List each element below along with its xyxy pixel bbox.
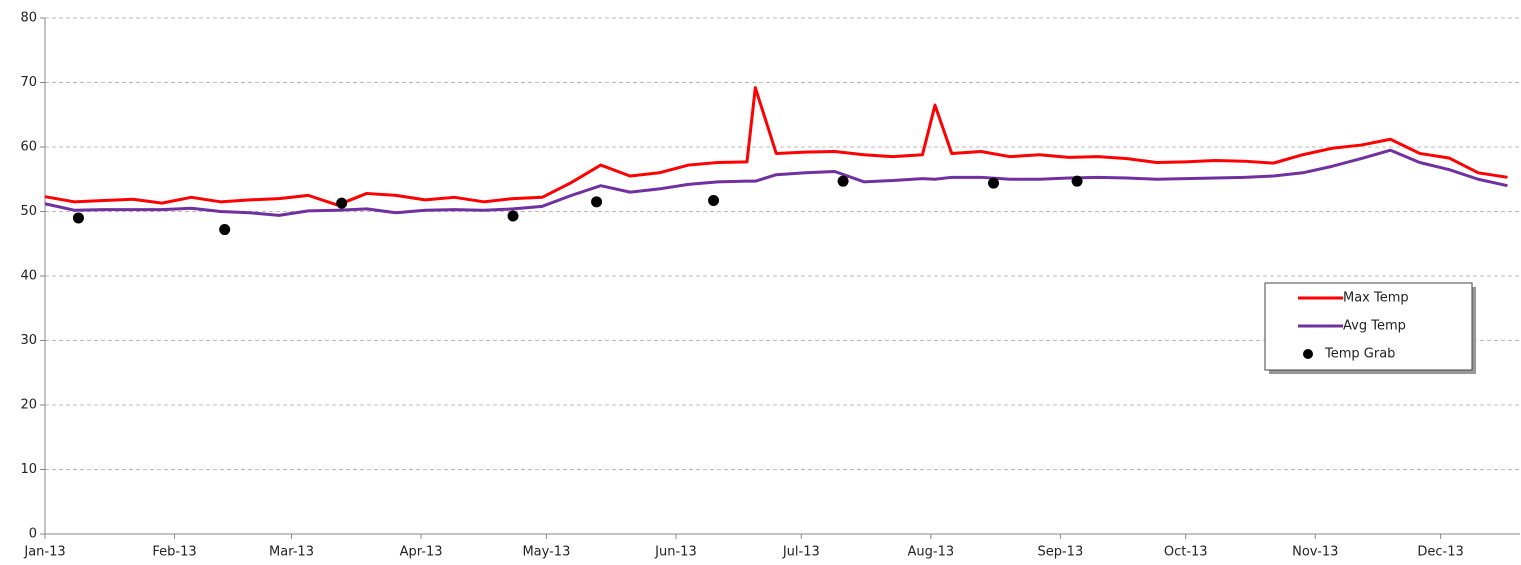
scatter-point [336,197,348,209]
x-tick-label: Oct-13 [1164,545,1208,560]
x-tick-label: Feb-13 [152,545,196,560]
legend-label: Temp Grab [1324,347,1395,362]
x-tick-label: May-13 [522,545,570,560]
y-tick-label: 20 [20,398,37,413]
y-tick-label: 80 [20,11,37,26]
legend-label: Avg Temp [1343,319,1406,334]
x-tick-label: Sep-13 [1037,545,1083,560]
y-tick-label: 60 [20,140,37,155]
scatter-point [219,224,231,236]
x-tick-label: Jan-13 [23,545,65,560]
scatter-point [507,210,519,222]
y-tick-label: 40 [20,269,37,284]
scatter-point [988,177,1000,189]
x-tick-label: Nov-13 [1292,545,1338,560]
legend-label: Max Temp [1343,291,1409,306]
x-tick-label: Jul-13 [782,545,820,560]
scatter-point [837,175,849,187]
y-tick-label: 0 [29,527,37,542]
legend-swatch [1303,349,1313,359]
y-tick-label: 10 [20,462,37,477]
y-tick-label: 70 [20,75,37,90]
x-tick-label: Dec-13 [1417,545,1463,560]
x-tick-label: Aug-13 [908,545,955,560]
line-series [44,148,1508,217]
x-tick-label: Jun-13 [654,545,697,560]
scatter-point [72,212,84,224]
x-tick-label: Mar-13 [269,545,314,560]
line-series [44,86,1508,207]
y-tick-label: 50 [20,204,37,219]
scatter-point [708,195,720,207]
y-tick-label: 30 [20,333,37,348]
scatter-point [1071,175,1083,187]
scatter-point [591,196,603,208]
x-tick-label: Apr-13 [400,545,443,560]
